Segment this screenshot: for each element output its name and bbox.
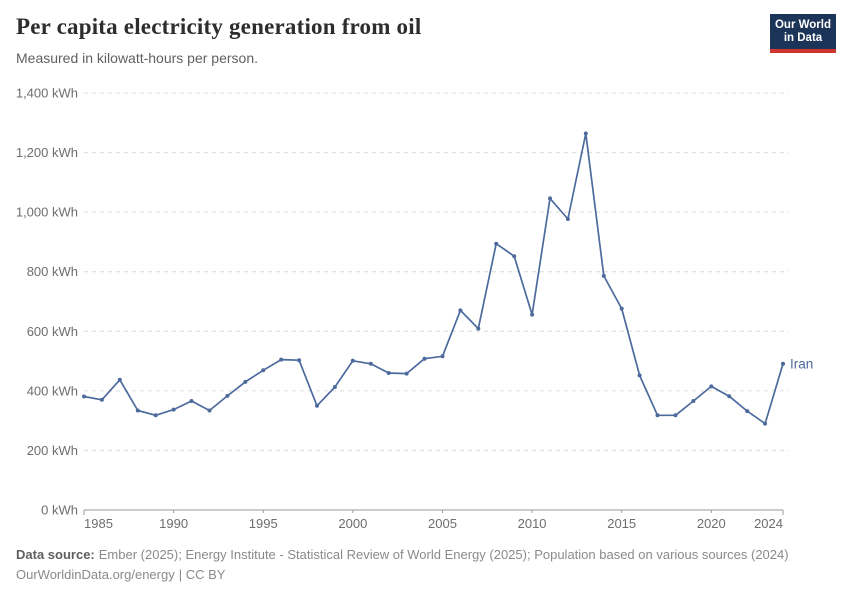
data-point[interactable]: [619, 306, 624, 311]
data-point[interactable]: [781, 361, 785, 366]
data-point[interactable]: [745, 409, 750, 414]
data-point[interactable]: [189, 399, 194, 403]
owid-logo[interactable]: Our World in Data: [770, 14, 836, 53]
chart-footer: Data source: Ember (2025); Energy Institu…: [16, 545, 834, 585]
data-point[interactable]: [279, 357, 284, 362]
data-point[interactable]: [332, 385, 337, 389]
data-point[interactable]: [207, 408, 212, 413]
y-axis-label: 1,000 kWh: [16, 205, 78, 220]
license-text: | CC BY: [178, 567, 226, 582]
data-point[interactable]: [153, 413, 158, 418]
y-axis-label: 200 kWh: [27, 443, 78, 458]
owid-url-link[interactable]: OurWorldinData.org/energy: [16, 567, 175, 582]
data-point[interactable]: [82, 394, 86, 399]
license-line: OurWorldinData.org/energy | CC BY: [16, 565, 834, 585]
data-point[interactable]: [458, 308, 463, 313]
data-point[interactable]: [601, 273, 606, 278]
data-point[interactable]: [350, 358, 355, 363]
line-chart[interactable]: 0 kWh 200 kWh 400 kWh 600 kWh 800 kWh 1,000 k…: [0, 85, 850, 535]
data-source-text: Ember (2025); Energy Institute - Statist…: [98, 547, 789, 562]
data-point[interactable]: [243, 379, 248, 384]
data-point[interactable]: [297, 358, 302, 363]
data-point[interactable]: [171, 407, 176, 412]
owid-logo-line1: Our World: [774, 19, 831, 31]
data-point[interactable]: [386, 371, 391, 375]
page-title: Per capita electricity generation from o…: [16, 14, 422, 39]
data-point[interactable]: [637, 373, 642, 378]
data-point[interactable]: [494, 241, 499, 246]
data-point[interactable]: [225, 393, 230, 398]
data-point[interactable]: [440, 354, 445, 359]
y-axis-label: 1,400 kWh: [16, 86, 78, 101]
data-point[interactable]: [422, 356, 427, 361]
data-point[interactable]: [530, 312, 535, 317]
owid-logo-line2: in Data: [783, 32, 823, 44]
data-point[interactable]: [763, 421, 768, 426]
x-axis-label: 1985: [84, 516, 113, 531]
data-point[interactable]: [655, 413, 660, 418]
data-point[interactable]: [727, 394, 732, 399]
data-point[interactable]: [583, 131, 588, 136]
x-axis-label: 2010: [518, 516, 547, 531]
x-axis-label: 2024: [754, 516, 783, 531]
x-axis-label: 2015: [607, 516, 636, 531]
data-point[interactable]: [548, 196, 552, 201]
data-point[interactable]: [135, 408, 140, 413]
x-axis-label: 1995: [249, 516, 278, 531]
y-axis-label: 400 kWh: [27, 383, 78, 398]
data-point[interactable]: [691, 399, 696, 403]
chart-subtitle: Measured in kilowatt-hours per person.: [16, 50, 259, 66]
data-point[interactable]: [404, 371, 409, 376]
data-point[interactable]: [99, 397, 104, 402]
data-point[interactable]: [565, 217, 570, 221]
data-point[interactable]: [315, 403, 319, 408]
y-axis-label: 0 kWh: [41, 503, 78, 518]
y-axis-label: 1,200 kWh: [16, 145, 78, 160]
data-point[interactable]: [261, 368, 266, 373]
x-axis-label: 2000: [338, 516, 367, 531]
y-axis-label: 600 kWh: [27, 324, 78, 339]
y-axis-label: 800 kWh: [27, 264, 78, 279]
data-point[interactable]: [476, 326, 481, 331]
x-axis-label: 2005: [428, 516, 457, 531]
x-axis-label: 1990: [159, 516, 188, 531]
data-point[interactable]: [512, 254, 517, 259]
x-axis-label: 2020: [697, 516, 726, 531]
chart-header: Per capita electricity generation from o…: [0, 0, 850, 66]
series-label-iran[interactable]: Iran: [790, 356, 813, 371]
data-source-line: Data source: Ember (2025); Energy Institu…: [16, 545, 834, 565]
trend-line[interactable]: [83, 132, 784, 425]
data-source-label: Data source:: [16, 547, 95, 562]
data-point[interactable]: [368, 361, 373, 366]
data-point[interactable]: [709, 384, 714, 389]
data-point[interactable]: [673, 413, 678, 418]
data-point[interactable]: [117, 377, 122, 382]
